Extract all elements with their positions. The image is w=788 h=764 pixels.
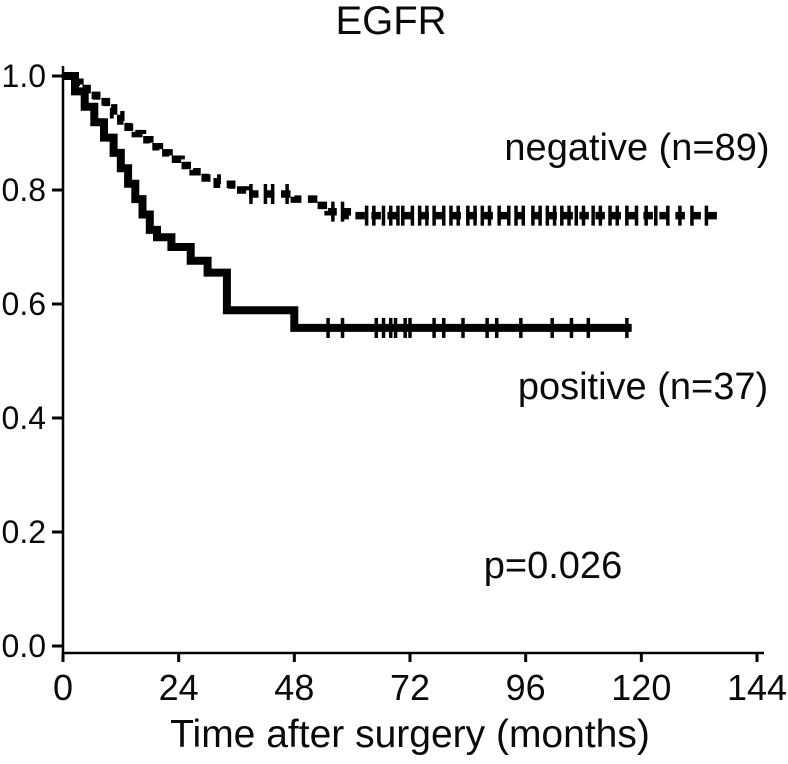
x-tick-label: 144 [727, 667, 787, 708]
curve-positive [63, 72, 632, 332]
p-value-label: p=0.026 [484, 545, 622, 587]
x-tick-label: 72 [390, 667, 430, 708]
x-tick-label: 0 [53, 667, 73, 708]
x-axis-title: Time after surgery (months) [170, 713, 650, 756]
x-tick-label: 24 [159, 667, 199, 708]
positive-series-label: positive (n=37) [518, 366, 768, 408]
x-tick-label: 120 [611, 667, 671, 708]
y-tick-label: 1.0 [2, 58, 46, 94]
y-tick-label: 0.8 [2, 172, 46, 208]
y-tick-label: 0.6 [2, 286, 46, 322]
x-tick-label: 96 [506, 667, 546, 708]
axes: 0.0 0.2 0.4 0.6 0.8 1.0 0 24 48 72 96 120 144 [2, 58, 788, 708]
chart-title: EGFR [335, 0, 446, 43]
curve-negative [63, 72, 719, 220]
negative-series-label: negative (n=89) [504, 127, 769, 169]
y-tick-label: 0.4 [2, 400, 46, 436]
x-tick-label: 48 [274, 667, 314, 708]
y-tick-label: 0.2 [2, 514, 46, 550]
y-tick-label: 0.0 [2, 628, 46, 664]
survival-curves [63, 72, 719, 338]
